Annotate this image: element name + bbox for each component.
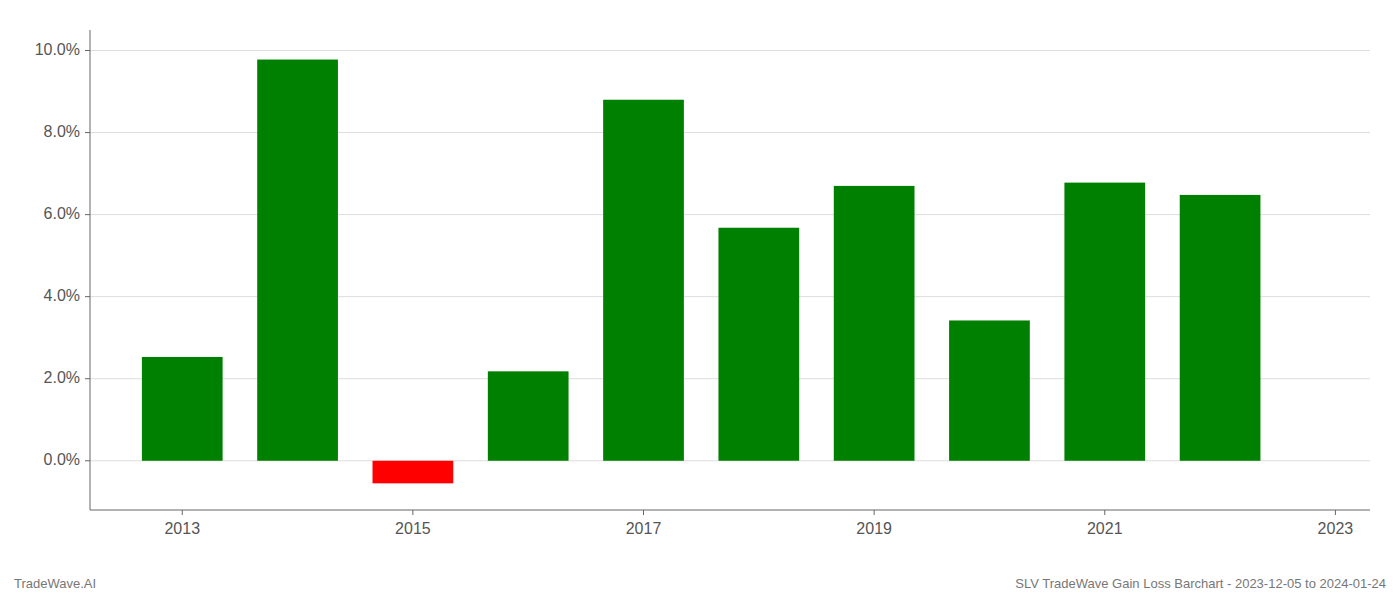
x-tick-label: 2017 <box>626 520 662 537</box>
grid-line <box>90 50 1370 51</box>
x-tick <box>1335 510 1336 515</box>
y-axis-line <box>90 30 91 510</box>
y-tick <box>85 214 90 215</box>
y-tick <box>85 460 90 461</box>
footer-text: SLV TradeWave Gain Loss Barchart - 2023-… <box>1015 576 1386 591</box>
y-tick-label: 2.0% <box>44 369 80 386</box>
x-tick <box>643 510 644 515</box>
bar <box>488 371 569 460</box>
x-tick-label: 2019 <box>856 520 892 537</box>
y-tick <box>85 50 90 51</box>
bar <box>949 320 1030 460</box>
x-tick <box>182 510 183 515</box>
chart-svg: 0.0%2.0%4.0%6.0%8.0%10.0%201320152017201… <box>0 0 1400 600</box>
x-tick-labels: 2013 2015 2017 2019 2021 2023 <box>164 510 1353 537</box>
x-tick <box>412 510 413 515</box>
footer-text: TradeWave.AI <box>14 576 96 591</box>
bar <box>718 228 799 461</box>
grid <box>90 51 1370 461</box>
x-tick-label: 2013 <box>164 520 200 537</box>
bar <box>603 100 684 461</box>
x-tick <box>1104 510 1105 515</box>
bar <box>834 186 915 461</box>
x-tick-label: 2023 <box>1318 520 1354 537</box>
bars <box>142 60 1261 484</box>
y-tick-label: 6.0% <box>44 205 80 222</box>
bar <box>1180 195 1261 461</box>
y-tick <box>85 378 90 379</box>
chart-container: 0.0%2.0%4.0%6.0%8.0%10.0%201320152017201… <box>0 0 1400 600</box>
x-tick <box>874 510 875 515</box>
bar <box>257 60 338 461</box>
bar <box>1064 183 1145 461</box>
bar <box>142 357 223 461</box>
y-tick-label: 4.0% <box>44 287 80 304</box>
bar <box>373 461 454 484</box>
y-tick-label: 8.0% <box>44 123 80 140</box>
y-tick-label: 0.0% <box>44 451 80 468</box>
x-tick-label: 2015 <box>395 520 431 537</box>
y-tick <box>85 296 90 297</box>
y-tick-labels: 0.0% 2.0% 4.0% 6.0% 8.0% 10.0% <box>35 41 90 468</box>
y-tick-label: 10.0% <box>35 41 80 58</box>
y-tick <box>85 132 90 133</box>
x-axis-line <box>90 510 1370 511</box>
x-tick-label: 2021 <box>1087 520 1123 537</box>
